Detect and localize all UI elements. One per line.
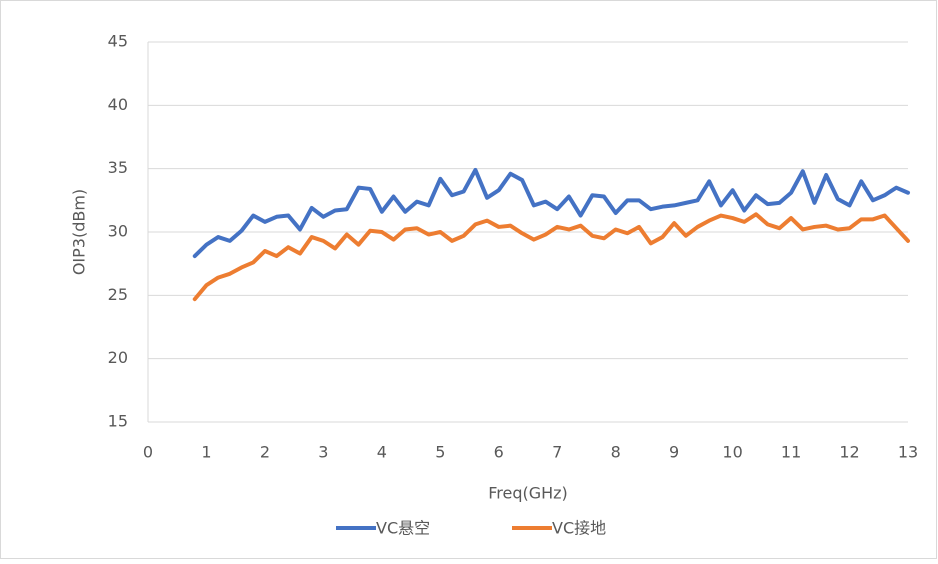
series-line: [192, 167, 910, 259]
x-tick-label: 4: [377, 443, 387, 462]
y-tick-label: 30: [108, 222, 128, 241]
x-tick-label: 2: [260, 443, 270, 462]
x-tick-label: 12: [839, 443, 859, 462]
y-tick-label: 20: [108, 348, 128, 367]
x-tick-label: 1: [201, 443, 211, 462]
y-tick-label: 15: [108, 412, 128, 431]
y-tick-label: 35: [108, 158, 128, 177]
x-tick-label: 13: [898, 443, 918, 462]
x-tick-label: 3: [318, 443, 328, 462]
x-tick-label: 10: [722, 443, 742, 462]
x-tick-label: 5: [435, 443, 445, 462]
x-tick-label: 7: [552, 443, 562, 462]
legend-label: VC接地: [552, 519, 606, 538]
x-tick-label: 6: [494, 443, 504, 462]
y-tick-label: 25: [108, 285, 128, 304]
x-tick-label: 11: [781, 443, 801, 462]
y-axis-label: OIP3(dBm): [70, 189, 89, 275]
x-tick-label: 0: [143, 443, 153, 462]
x-tick-label: 9: [669, 443, 679, 462]
y-tick-label: 45: [108, 32, 128, 51]
y-tick-label: 40: [108, 95, 128, 114]
x-axis-label: Freq(GHz): [488, 484, 568, 503]
legend-label: VC悬空: [376, 519, 430, 538]
x-tick-label: 8: [611, 443, 621, 462]
series-line: [192, 212, 910, 302]
